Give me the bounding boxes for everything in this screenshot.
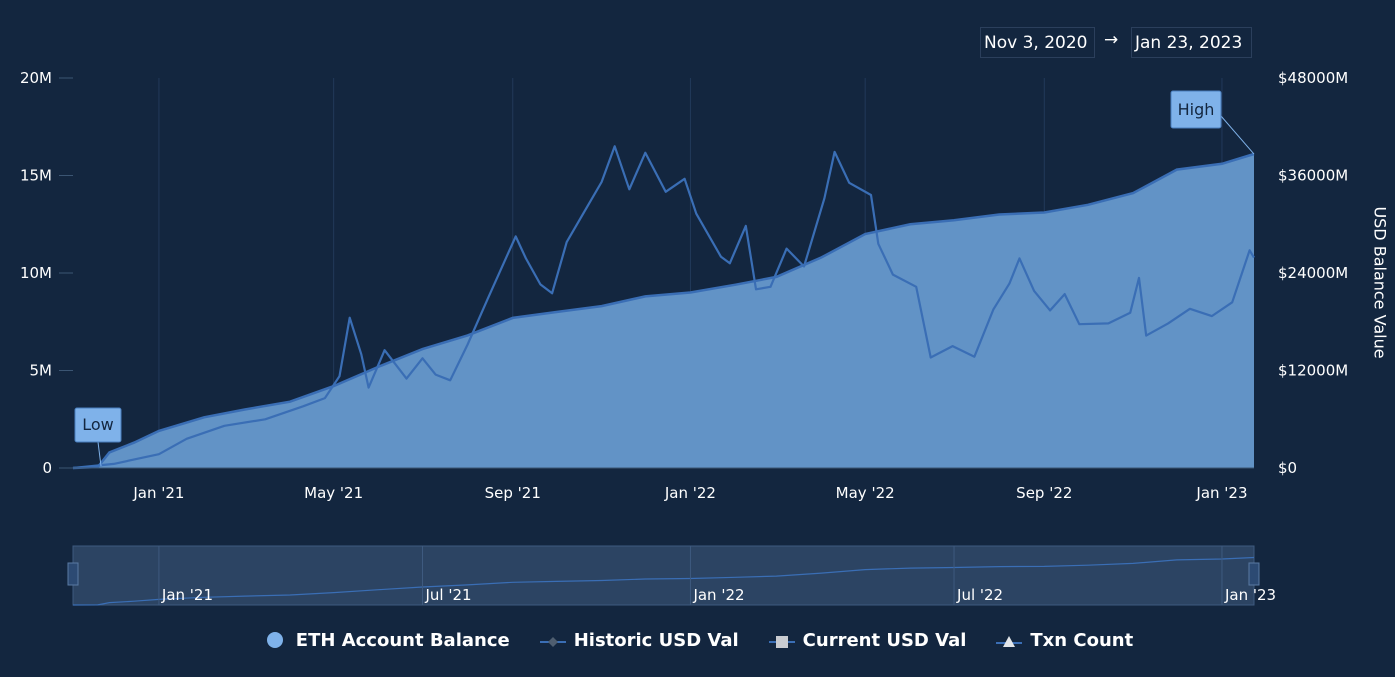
historic-usd-line	[72, 145, 1255, 470]
balance-line	[72, 152, 1255, 470]
high-label-box	[1170, 90, 1222, 129]
diamond-line-icon	[539, 632, 566, 650]
x-tick-label: Jan '22	[664, 484, 716, 502]
x-tick-label: Sep '21	[485, 484, 541, 502]
y-right-tick-label: $12000M	[1278, 362, 1348, 380]
legend-label: ETH Account Balance	[295, 630, 510, 651]
low-connector	[97, 441, 102, 467]
balance-area	[73, 154, 1254, 468]
x-tick-label: May '22	[836, 484, 895, 502]
y-right-tick-label: $48000M	[1278, 69, 1348, 87]
right-axis-title: USD Balance Value	[1370, 206, 1390, 359]
y-left-tick-label: 20M	[20, 69, 52, 87]
x-tick-label: May '21	[304, 484, 363, 502]
legend-item[interactable]: Current USD Val	[768, 630, 967, 651]
square-line-icon	[768, 632, 795, 650]
x-tick-label: Jan '21	[132, 484, 184, 502]
high-label: High	[1178, 100, 1215, 119]
navigator-tick-label: Jan '21	[161, 586, 213, 604]
legend-label: Txn Count	[1030, 630, 1134, 651]
legend-item[interactable]: Historic USD Val	[539, 630, 739, 651]
legend-item[interactable]: ETH Account Balance	[262, 630, 510, 651]
low-label-box	[74, 407, 122, 443]
y-left-tick-label: 5M	[30, 362, 53, 380]
range-arrow: →	[1104, 30, 1119, 50]
high-connector	[1220, 115, 1255, 155]
legend-item[interactable]: Txn Count	[996, 630, 1133, 651]
x-tick-label: Jan '23	[1195, 484, 1247, 502]
legend-label: Current USD Val	[802, 630, 967, 651]
navigator-handle-right[interactable]	[1248, 562, 1260, 586]
x-tick-label: Sep '22	[1016, 484, 1072, 502]
range-from-input[interactable]: Nov 3, 2020	[980, 27, 1095, 58]
navigator-series	[72, 556, 1255, 606]
range-to-input[interactable]: Jan 23, 2023	[1131, 27, 1252, 58]
navigator-tick-label: Jan '23	[1224, 586, 1276, 604]
y-left-tick-label: 10M	[20, 264, 52, 282]
chart-legend: ETH Account Balance Historic USD Val Curre…	[0, 630, 1395, 651]
y-left-tick-label: 0	[42, 459, 52, 477]
legend-label: Historic USD Val	[573, 630, 739, 651]
y-right-tick-label: $36000M	[1278, 167, 1348, 185]
navigator-tick-label: Jan '22	[692, 586, 744, 604]
low-label: Low	[82, 415, 114, 434]
y-right-tick-label: $24000M	[1278, 264, 1348, 282]
triangle-line-icon	[996, 632, 1023, 650]
y-right-tick-label: $0	[1278, 459, 1297, 477]
navigator-tick-label: Jul '22	[956, 586, 1003, 604]
navigator-handle-left[interactable]	[67, 562, 79, 586]
circle-icon	[262, 631, 288, 650]
navigator-tick-label: Jul '21	[424, 586, 471, 604]
y-left-tick-label: 15M	[20, 167, 52, 185]
